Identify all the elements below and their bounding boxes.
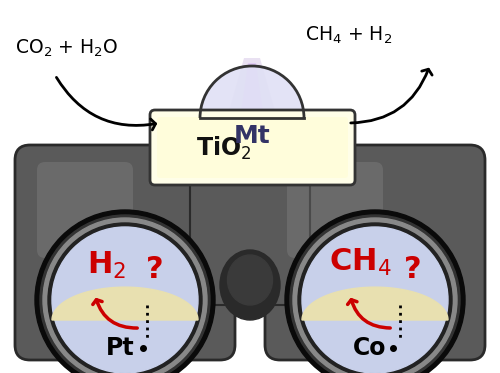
- Text: ?: ?: [146, 256, 164, 285]
- Text: TiO$_2$: TiO$_2$: [196, 135, 251, 162]
- Circle shape: [35, 210, 215, 373]
- Circle shape: [40, 215, 210, 373]
- FancyBboxPatch shape: [190, 175, 310, 305]
- Text: Mt: Mt: [234, 124, 270, 148]
- Circle shape: [43, 218, 207, 373]
- Text: ?: ?: [404, 256, 422, 285]
- Polygon shape: [52, 287, 198, 320]
- Ellipse shape: [220, 250, 280, 320]
- Text: CH$_4$: CH$_4$: [328, 247, 392, 278]
- Text: CH$_4$ + H$_2$: CH$_4$ + H$_2$: [305, 24, 392, 46]
- FancyBboxPatch shape: [265, 145, 485, 360]
- Circle shape: [302, 227, 448, 373]
- FancyBboxPatch shape: [15, 145, 235, 360]
- Text: H$_2$: H$_2$: [88, 250, 126, 280]
- Circle shape: [48, 223, 202, 373]
- Circle shape: [285, 210, 465, 373]
- Polygon shape: [302, 287, 448, 320]
- Circle shape: [290, 215, 460, 373]
- Text: CO$_2$ + H$_2$O: CO$_2$ + H$_2$O: [15, 37, 118, 59]
- Circle shape: [293, 218, 457, 373]
- Text: Pt: Pt: [106, 336, 134, 360]
- Polygon shape: [240, 63, 264, 118]
- FancyBboxPatch shape: [287, 162, 383, 258]
- Polygon shape: [227, 58, 277, 118]
- Ellipse shape: [228, 255, 272, 305]
- FancyBboxPatch shape: [37, 162, 133, 258]
- Text: Co: Co: [353, 336, 387, 360]
- Circle shape: [298, 223, 452, 373]
- FancyBboxPatch shape: [157, 117, 348, 178]
- Circle shape: [52, 227, 198, 373]
- FancyBboxPatch shape: [150, 110, 355, 185]
- Polygon shape: [200, 66, 304, 118]
